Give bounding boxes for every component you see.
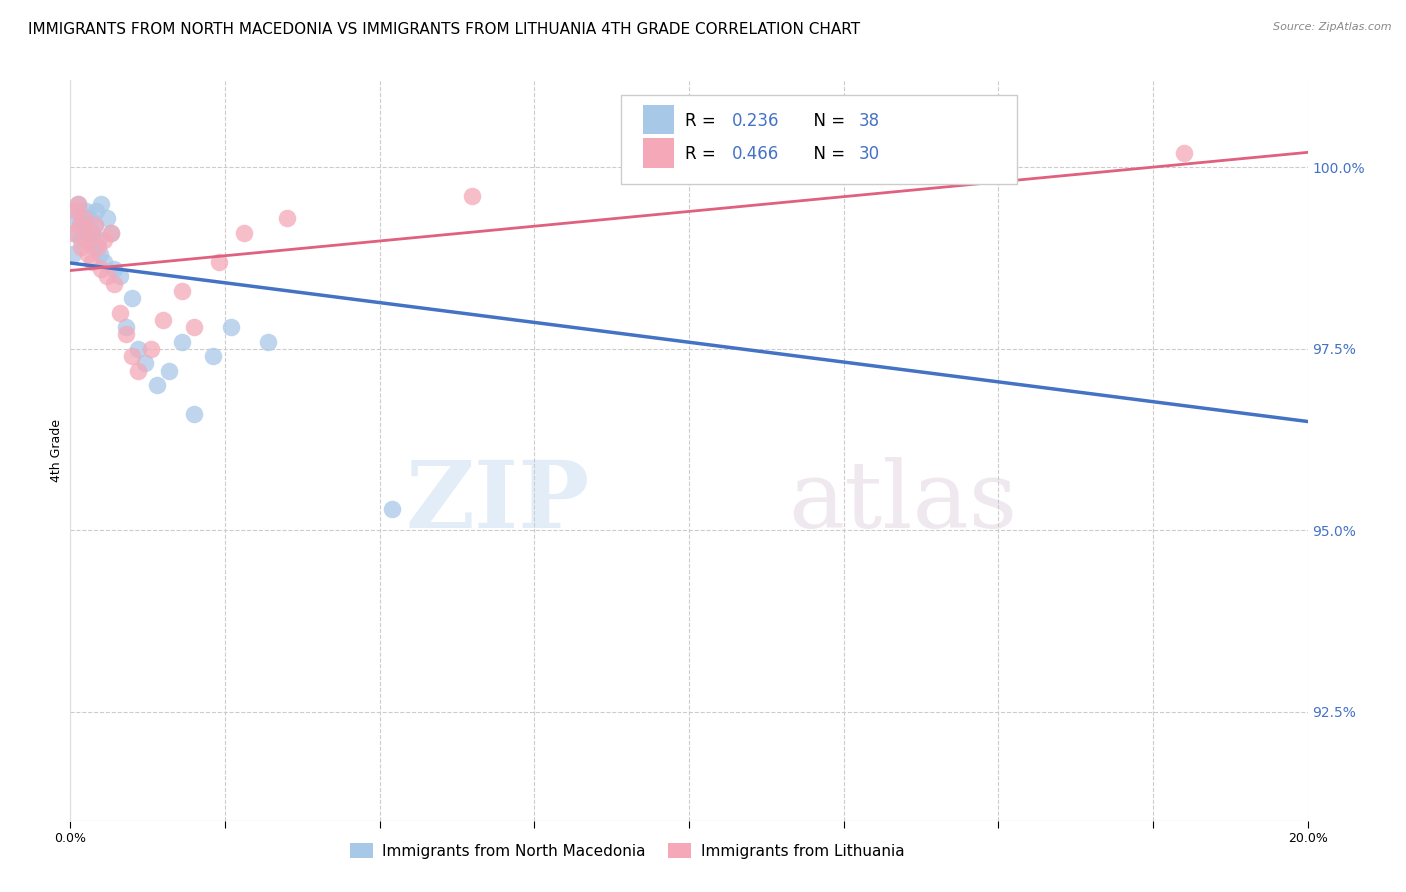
Point	[76, 247, 98, 261]
Text: R =: R =	[685, 145, 721, 163]
Point	[183, 320, 205, 334]
Point	[201, 349, 224, 363]
Point	[108, 305, 131, 319]
FancyBboxPatch shape	[643, 104, 673, 135]
Point	[77, 233, 100, 247]
Point	[76, 219, 98, 233]
Point	[208, 254, 231, 268]
Text: 30: 30	[859, 145, 880, 163]
Point	[75, 233, 97, 247]
Point	[87, 233, 110, 247]
Point	[90, 196, 112, 211]
Point	[93, 254, 115, 268]
Point	[75, 203, 97, 218]
Point	[65, 203, 87, 218]
Text: atlas: atlas	[787, 458, 1017, 548]
Point	[84, 219, 107, 233]
Point	[66, 196, 89, 211]
Point	[73, 226, 96, 240]
Point	[232, 226, 254, 240]
FancyBboxPatch shape	[643, 138, 673, 168]
Point	[87, 240, 110, 254]
Point	[96, 211, 118, 226]
Point	[276, 211, 298, 226]
Point	[72, 211, 94, 226]
Point	[84, 219, 107, 233]
Point	[67, 203, 90, 218]
Point	[152, 313, 174, 327]
Point	[89, 247, 111, 261]
Point	[69, 219, 91, 233]
Point	[381, 501, 404, 516]
Point	[62, 226, 84, 240]
Legend: Immigrants from North Macedonia, Immigrants from Lithuania: Immigrants from North Macedonia, Immigra…	[344, 837, 910, 865]
Point	[183, 407, 205, 421]
Text: R =: R =	[685, 112, 721, 130]
Point	[65, 211, 87, 226]
Point	[69, 219, 91, 233]
Text: N =: N =	[803, 112, 851, 130]
Point	[70, 240, 93, 254]
Text: IMMIGRANTS FROM NORTH MACEDONIA VS IMMIGRANTS FROM LITHUANIA 4TH GRADE CORRELATI: IMMIGRANTS FROM NORTH MACEDONIA VS IMMIG…	[28, 22, 860, 37]
Text: 0.236: 0.236	[733, 112, 780, 130]
Point	[93, 233, 115, 247]
Point	[121, 291, 143, 305]
Text: ZIP: ZIP	[406, 458, 591, 548]
Point	[1173, 145, 1195, 160]
Point	[80, 226, 103, 240]
Point	[770, 153, 793, 168]
Point	[115, 327, 138, 342]
Point	[100, 226, 122, 240]
Point	[79, 211, 101, 226]
Point	[79, 226, 101, 240]
Point	[127, 342, 149, 356]
Point	[127, 363, 149, 377]
Point	[90, 262, 112, 277]
Point	[257, 334, 280, 349]
Point	[65, 226, 87, 240]
Point	[139, 342, 162, 356]
Point	[115, 320, 138, 334]
Point	[96, 269, 118, 284]
Point	[146, 378, 169, 392]
Text: 0.466: 0.466	[733, 145, 779, 163]
Point	[219, 320, 242, 334]
Point	[134, 356, 156, 370]
Point	[83, 240, 105, 254]
Point	[103, 277, 125, 291]
Point	[121, 349, 143, 363]
Point	[100, 226, 122, 240]
Y-axis label: 4th Grade: 4th Grade	[51, 419, 63, 482]
Point	[80, 254, 103, 268]
Point	[62, 247, 84, 261]
Point	[66, 196, 89, 211]
Text: N =: N =	[803, 145, 851, 163]
Point	[103, 262, 125, 277]
Point	[73, 211, 96, 226]
Point	[157, 363, 180, 377]
Text: 38: 38	[859, 112, 880, 130]
Point	[84, 203, 107, 218]
Point	[170, 284, 193, 298]
Point	[108, 269, 131, 284]
Text: Source: ZipAtlas.com: Source: ZipAtlas.com	[1274, 22, 1392, 32]
Point	[461, 189, 484, 203]
FancyBboxPatch shape	[621, 95, 1017, 184]
Point	[70, 233, 93, 247]
Point	[170, 334, 193, 349]
